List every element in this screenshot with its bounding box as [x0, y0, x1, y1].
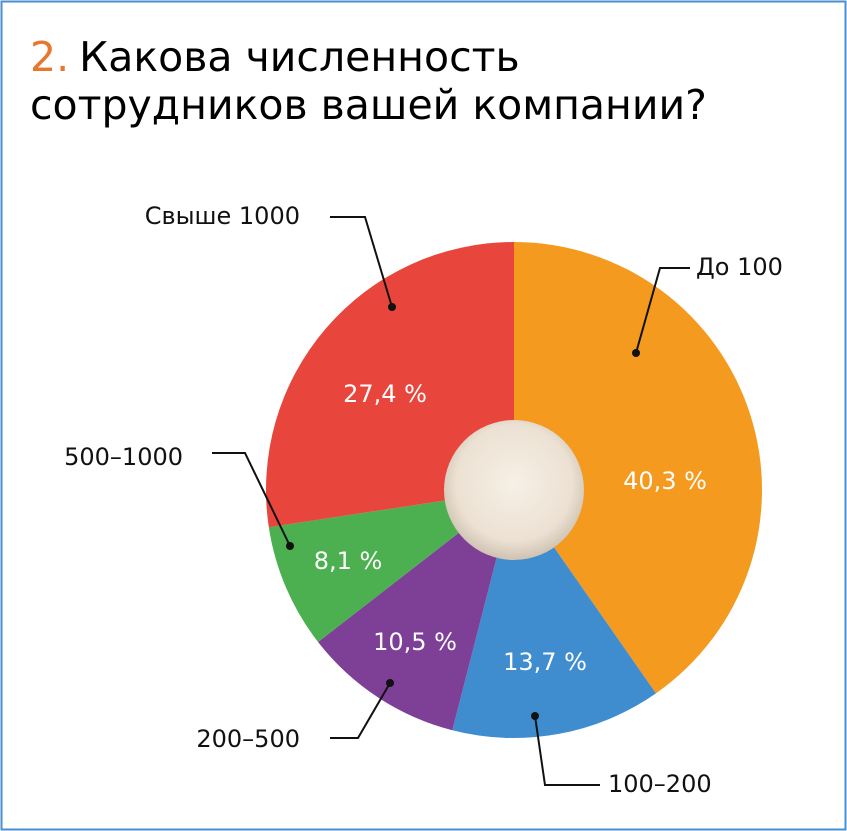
leader-line [212, 452, 291, 547]
leader-line [534, 715, 600, 786]
leader-line [635, 267, 690, 354]
category-label: 100–200 [608, 770, 712, 798]
slice [514, 242, 762, 694]
category-label: До 100 [696, 253, 783, 281]
leader-dot [386, 679, 394, 687]
leader-dot [286, 542, 294, 550]
slice [318, 490, 514, 731]
value-label: 13,7 % [503, 648, 587, 676]
chart-title: сотрудников вашей компании? [30, 81, 707, 129]
value-label: 8,1 % [314, 547, 383, 575]
category-label: 200–500 [196, 725, 300, 753]
title-line: Какова численность [79, 33, 520, 81]
value-label: 27,4 % [343, 380, 427, 408]
slice [268, 490, 514, 643]
category-label: 500–1000 [64, 443, 183, 471]
title-number: 2. [30, 33, 69, 81]
leader-line [330, 682, 391, 739]
donut-hole [444, 420, 584, 560]
leader-line [330, 216, 393, 308]
value-label: 10,5 % [373, 628, 457, 656]
leader-dot [388, 303, 396, 311]
leader-dot [531, 712, 539, 720]
leader-dot [632, 349, 640, 357]
slice [266, 242, 514, 528]
category-label: Свыше 1000 [145, 202, 300, 230]
chart-title: 2. Какова численность [30, 33, 520, 81]
value-label: 40,3 % [623, 467, 707, 495]
